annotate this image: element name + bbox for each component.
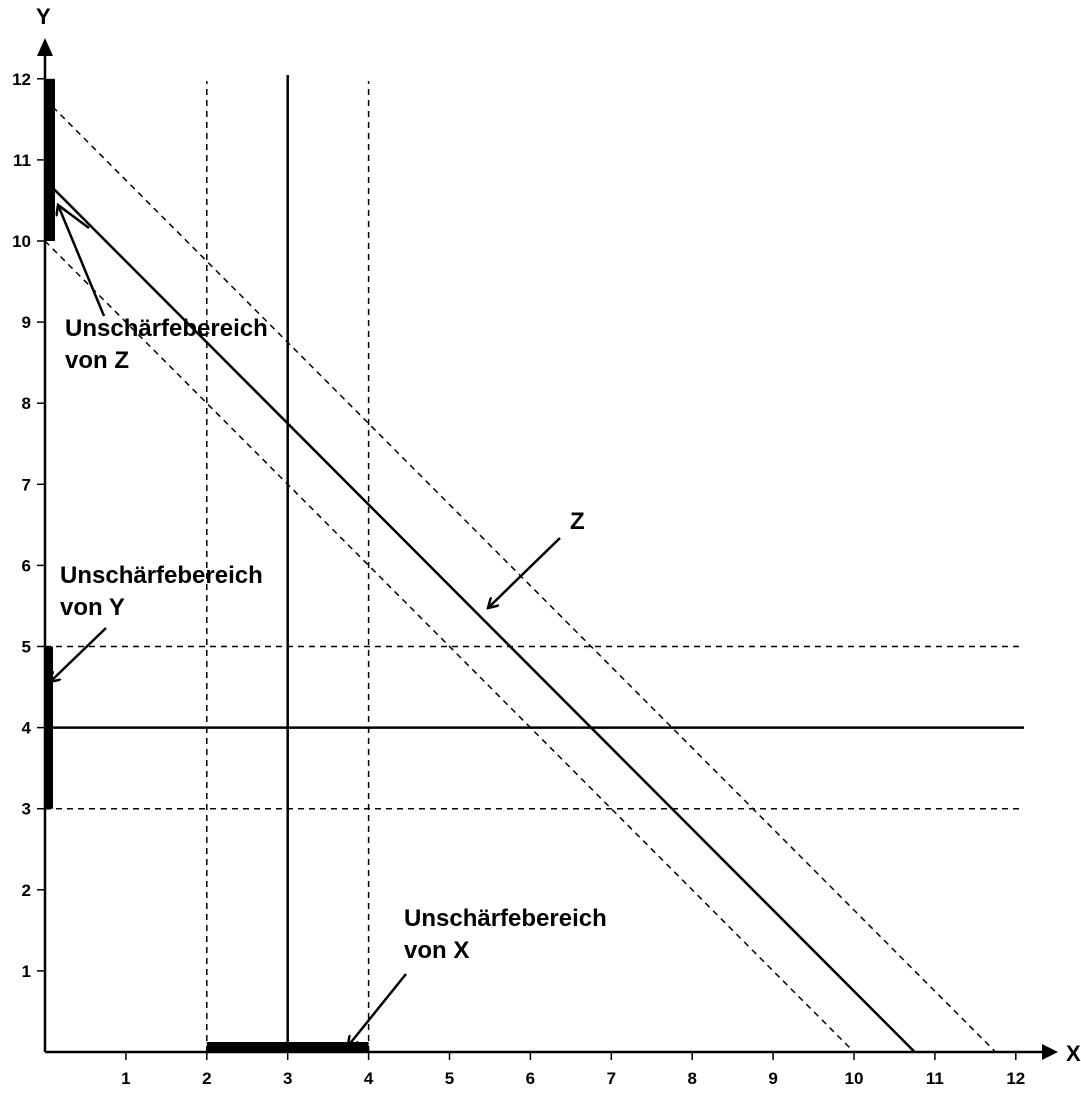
fuzzy-y-label-line2: von Y (60, 594, 125, 621)
fuzzy-x-arrow (348, 973, 407, 1046)
x-tick-label-4: 4 (364, 1069, 374, 1088)
y-tick-label-7: 7 (22, 475, 31, 494)
y-tick-label-6: 6 (22, 556, 31, 575)
x-tick-label-9: 9 (768, 1069, 777, 1088)
y-axis-arrowhead (37, 38, 53, 56)
z-line-label: Z (570, 508, 585, 535)
fuzzy-z-arrow-tail (57, 203, 90, 230)
y-tick-label-10: 10 (12, 232, 31, 251)
x-tick-label-1: 1 (121, 1069, 130, 1088)
z-value-line (44, 179, 916, 1053)
z-bound-line-1 (44, 240, 855, 1053)
fuzzy-x-label-line2: von X (404, 937, 469, 964)
x-tick-label-10: 10 (845, 1069, 864, 1088)
fuzzy-range-y-bar (45, 646, 53, 809)
fuzzy-y-arrow (50, 627, 107, 682)
x-axis-arrowhead (1042, 1044, 1058, 1060)
x-tick-label-6: 6 (526, 1069, 535, 1088)
x-tick-label-2: 2 (202, 1069, 211, 1088)
y-tick-label-9: 9 (22, 313, 31, 332)
x-tick-label-5: 5 (445, 1069, 454, 1088)
fuzzy-z-arrow (58, 205, 106, 317)
x-tick-label-3: 3 (283, 1069, 292, 1088)
y-tick-label-12: 12 (12, 70, 31, 89)
y-axis-title: Y (36, 4, 51, 29)
x-tick-label-8: 8 (687, 1069, 696, 1088)
y-tick-label-8: 8 (22, 394, 31, 413)
y-tick-label-5: 5 (22, 638, 31, 657)
y-tick-label-1: 1 (22, 962, 31, 981)
x-tick-label-11: 11 (926, 1069, 944, 1088)
y-tick-label-2: 2 (22, 881, 31, 900)
y-tick-label-4: 4 (22, 719, 32, 738)
x-tick-label-7: 7 (607, 1069, 616, 1088)
fuzzy-x-label-line1: Unschärfebereich (404, 905, 607, 932)
y-tick-label-3: 3 (22, 800, 31, 819)
fuzzy-range-x-bar (206, 1042, 369, 1052)
fuzzy-z-label-line2: von Z (65, 347, 129, 374)
fuzzy-range-z-bar (45, 78, 55, 241)
fuzzy-y-label-line1: Unschärfebereich (60, 562, 263, 589)
x-axis-title: X (1066, 1041, 1081, 1066)
fuzzy-z-label-line1: Unschärfebereich (65, 315, 268, 342)
x-tick-label-12: 12 (1006, 1069, 1025, 1088)
y-tick-label-11: 11 (13, 151, 31, 170)
z-label-arrow (488, 537, 561, 608)
